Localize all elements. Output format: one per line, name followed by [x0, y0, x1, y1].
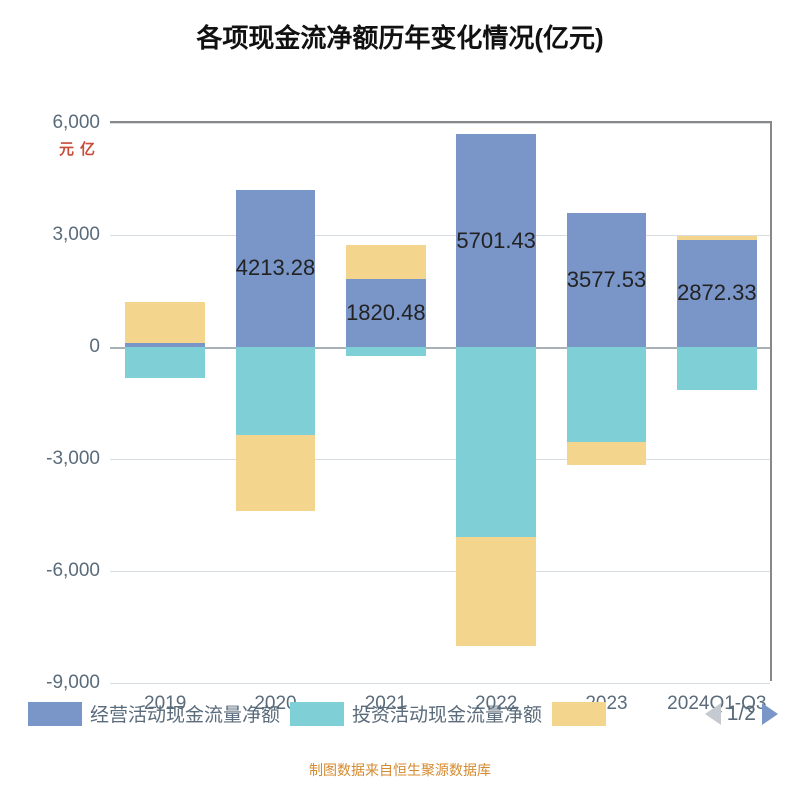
legend: 经营活动现金流量净额 投资活动现金流量净额 1/2 [0, 700, 800, 727]
grid-line [110, 235, 770, 236]
legend-label: 投资活动现金流量净额 [352, 700, 542, 727]
y-tick-label: -3,000 [46, 448, 110, 470]
y-tick-label: 6,000 [52, 112, 110, 134]
legend-item[interactable]: 经营活动现金流量净额 [28, 700, 280, 727]
bar-segment [456, 537, 535, 645]
bar-segment [125, 347, 204, 378]
bar-segment [346, 245, 425, 279]
grid-line [110, 459, 770, 460]
y-tick-label: 0 [89, 336, 110, 358]
bar-segment [677, 347, 756, 390]
bar-segment [125, 302, 204, 343]
bar-segment [567, 442, 646, 464]
y-tick-label: -6,000 [46, 560, 110, 582]
legend-swatch [552, 702, 606, 726]
legend-swatch [28, 702, 82, 726]
source-note: 制图数据来自恒生聚源数据库 [0, 760, 800, 780]
bar-segment [236, 435, 315, 512]
bar-value-label: 4213.28 [236, 255, 316, 281]
y-axis-unit: 亿元 [55, 141, 97, 156]
bar-value-label: 5701.43 [456, 228, 536, 254]
legend-pager: 1/2 [705, 702, 800, 726]
legend-swatch [290, 702, 344, 726]
y-tick-label: -9,000 [46, 672, 110, 694]
bar-segment [567, 347, 646, 442]
legend-item[interactable]: 投资活动现金流量净额 [290, 700, 542, 727]
legend-label: 经营活动现金流量净额 [90, 700, 280, 727]
bar-value-label: 2872.33 [677, 280, 757, 306]
pager-prev-icon[interactable] [705, 703, 721, 725]
bar-value-label: 1820.48 [346, 300, 426, 326]
bar-segment [677, 236, 756, 240]
plot-region: -9,000-6,000-3,00003,0006,00020194213.28… [110, 121, 772, 681]
grid-line [110, 571, 770, 572]
grid-line [110, 347, 770, 349]
y-tick-label: 3,000 [52, 224, 110, 246]
chart-title: 各项现金流净额历年变化情况(亿元) [0, 0, 800, 63]
bar-segment [346, 347, 425, 356]
bar-value-label: 3577.53 [567, 267, 647, 293]
pager-text: 1/2 [727, 702, 756, 726]
pager-next-icon[interactable] [762, 703, 778, 725]
grid-line [110, 123, 770, 124]
bar-segment [456, 347, 535, 537]
bar-segment [236, 347, 315, 435]
